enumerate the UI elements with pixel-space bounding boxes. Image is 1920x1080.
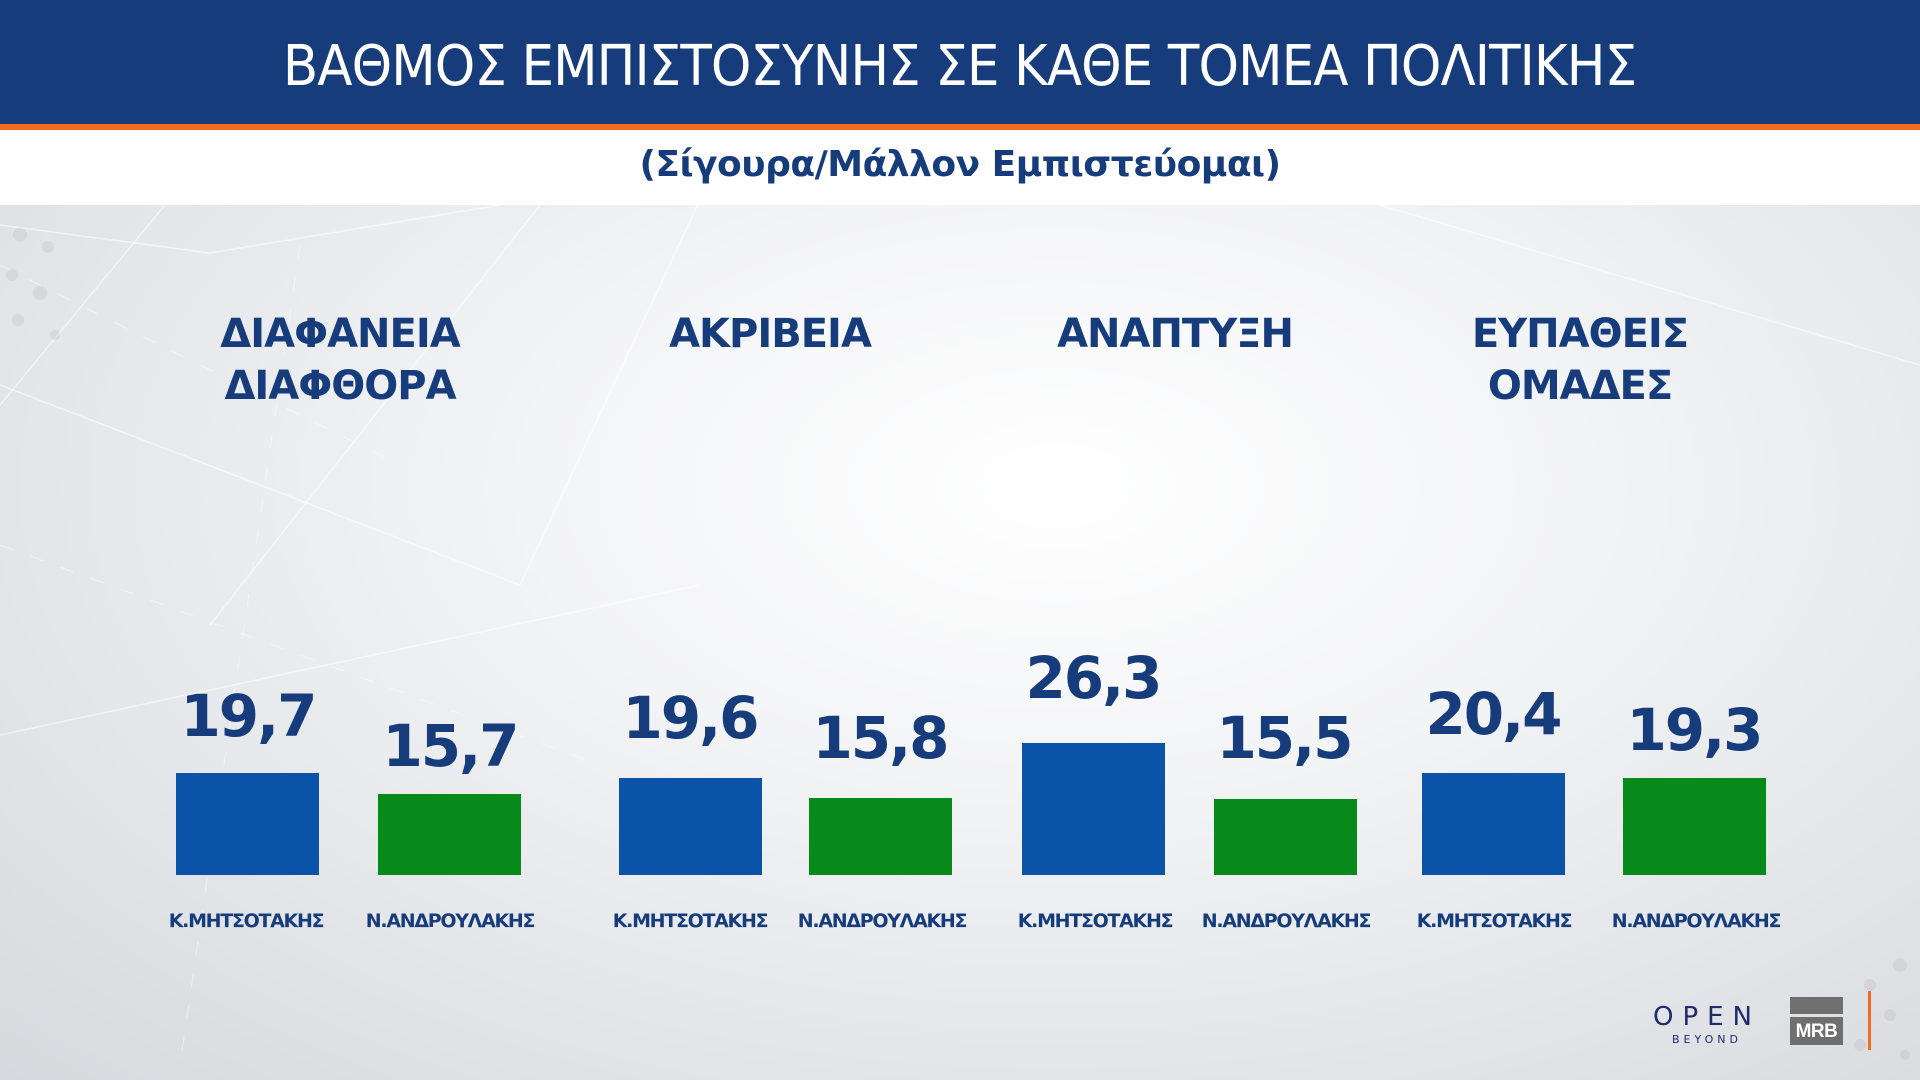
bar-label: Ν.ΑΝΔΡΟΥΛΑΚΗΣ [1201,910,1372,932]
header-accent-line [0,124,1920,130]
page-title: ΒΑΘΜΟΣ ΕΜΠΙΣΤΟΣΥΝΗΣ ΣΕ ΚΑΘΕ ΤΟΜΕΑ ΠΟΛΙΤΙ… [283,33,1637,99]
bar-value: 20,4 [1425,680,1562,748]
bar-androulakis [378,794,521,875]
bar-mitsotakis [1422,773,1565,875]
logo-divider [1868,991,1871,1050]
bar-androulakis [809,798,952,875]
bar-value: 19,3 [1626,696,1763,764]
bar-label: Κ.ΜΗΤΣΟΤΑΚΗΣ [612,910,769,932]
mrb-logo-text: MRB [1790,1017,1843,1045]
open-beyond-logo: OPEN BEYOND [1652,1003,1762,1051]
group-title-growth: ΑΝΑΠΤΥΞΗ [1057,311,1294,357]
bar-androulakis [1214,799,1357,875]
group-title-vulnerable-groups: ΕΥΠΑΘΕΙΣ ΟΜΑΔΕΣ [1471,311,1689,409]
mrb-logo: MRB [1790,997,1843,1045]
bar-value: 19,7 [180,682,317,750]
bar-value: 15,7 [382,712,519,780]
open-logo-tagline: BEYOND [1672,1033,1742,1046]
bar-label: Κ.ΜΗΤΣΟΤΑΚΗΣ [168,910,325,932]
bar-value: 15,5 [1216,704,1353,772]
bar-label: Κ.ΜΗΤΣΟΤΑΚΗΣ [1017,910,1174,932]
bar-androulakis [1623,778,1766,875]
group-title-transparency: ΔΙΑΦΑΝΕΙΑ ΔΙΑΦΘΟΡΑ [220,311,460,409]
bar-label: Ν.ΑΝΔΡΟΥΛΑΚΗΣ [1611,910,1782,932]
header-band: ΒΑΘΜΟΣ ΕΜΠΙΣΤΟΣΥΝΗΣ ΣΕ ΚΑΘΕ ΤΟΜΕΑ ΠΟΛΙΤΙ… [0,0,1920,124]
bar-mitsotakis [176,773,319,875]
bar-value: 15,8 [812,704,949,772]
page-subtitle: (Σίγουρα/Μάλλον Εμπιστεύομαι) [639,144,1281,185]
bar-mitsotakis [1022,743,1165,875]
bar-label: Ν.ΑΝΔΡΟΥΛΑΚΗΣ [365,910,536,932]
group-title-cost-of-living: ΑΚΡΙΒΕΙΑ [669,311,872,357]
bar-value: 19,6 [622,684,759,752]
open-logo-text: OPEN [1652,1002,1762,1032]
subheader-band: (Σίγουρα/Μάλλον Εμπιστεύομαι) [0,130,1920,205]
mrb-logo-bar [1790,997,1843,1014]
bar-label: Κ.ΜΗΤΣΟΤΑΚΗΣ [1416,910,1573,932]
bar-label: Ν.ΑΝΔΡΟΥΛΑΚΗΣ [797,910,968,932]
bar-value: 26,3 [1025,644,1162,712]
bar-mitsotakis [619,778,762,875]
